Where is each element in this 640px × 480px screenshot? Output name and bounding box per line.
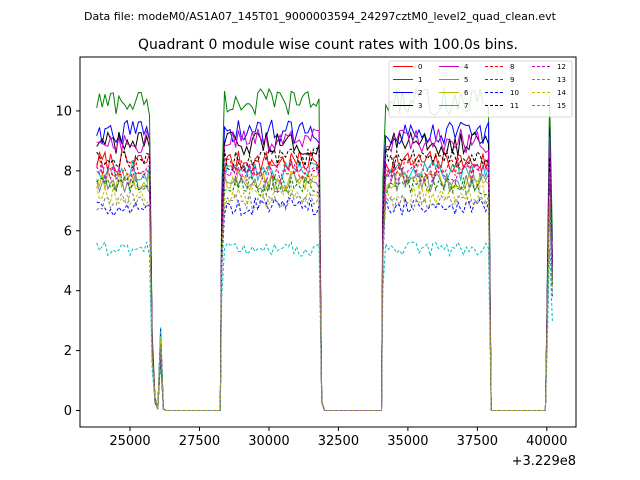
series-line-7 [96,171,553,411]
x-tick-label: 40000 [526,434,567,449]
legend-label-6: 6 [464,89,469,97]
y-tick-label: 6 [64,224,72,239]
y-axis: 0 2 4 6 8 10 [55,104,80,419]
legend-label-8: 8 [510,63,514,71]
x-tick-label: 30000 [248,434,289,449]
series-line-3 [96,130,553,411]
series-line-12 [96,162,553,411]
series-line-15 [96,190,553,411]
series-line-13 [96,240,553,411]
legend-label-12: 12 [557,63,566,71]
suptitle: Data file: modeM0/AS1A07_145T01_90000035… [84,10,557,23]
legend-label-11: 11 [510,102,519,110]
y-tick-label: 10 [55,104,72,119]
legend-frame [388,60,573,118]
legend-label-4: 4 [464,63,469,71]
legend-label-1: 1 [418,76,422,84]
series-line-8 [96,155,553,411]
plot-frame [79,56,577,428]
x-tick-label: 32500 [318,434,359,449]
legend-label-9: 9 [510,76,514,84]
series-line-10 [96,197,553,411]
legend-label-5: 5 [464,76,468,84]
y-tick-label: 2 [64,344,72,359]
y-tick-label: 0 [64,404,72,419]
x-tick-label: 25000 [109,434,150,449]
legend-label-3: 3 [418,102,422,110]
x-axis: 25000 27500 30000 32500 35000 37500 40000 [109,427,568,449]
legend-label-0: 0 [418,63,422,71]
series-line-5 [96,159,553,411]
legend-label-10: 10 [510,89,519,97]
x-tick-label: 35000 [387,434,428,449]
legend-label-7: 7 [464,102,468,110]
y-tick-label: 4 [64,284,72,299]
legend-label-13: 13 [557,76,566,84]
series-line-11 [96,147,553,411]
legend-label-15: 15 [557,102,566,110]
series-line-14 [96,184,553,411]
legend-label-2: 2 [418,89,422,97]
series-line-0 [96,150,553,411]
series-line-9 [96,174,553,411]
series-lines [96,87,553,411]
legend-label-14: 14 [557,89,566,97]
x-tick-label: 27500 [179,434,220,449]
x-offset-label: +3.229e8 [512,454,576,469]
x-tick-label: 37500 [457,434,498,449]
y-tick-label: 8 [64,164,72,179]
chart-title: Quadrant 0 module wise count rates with … [138,37,518,53]
